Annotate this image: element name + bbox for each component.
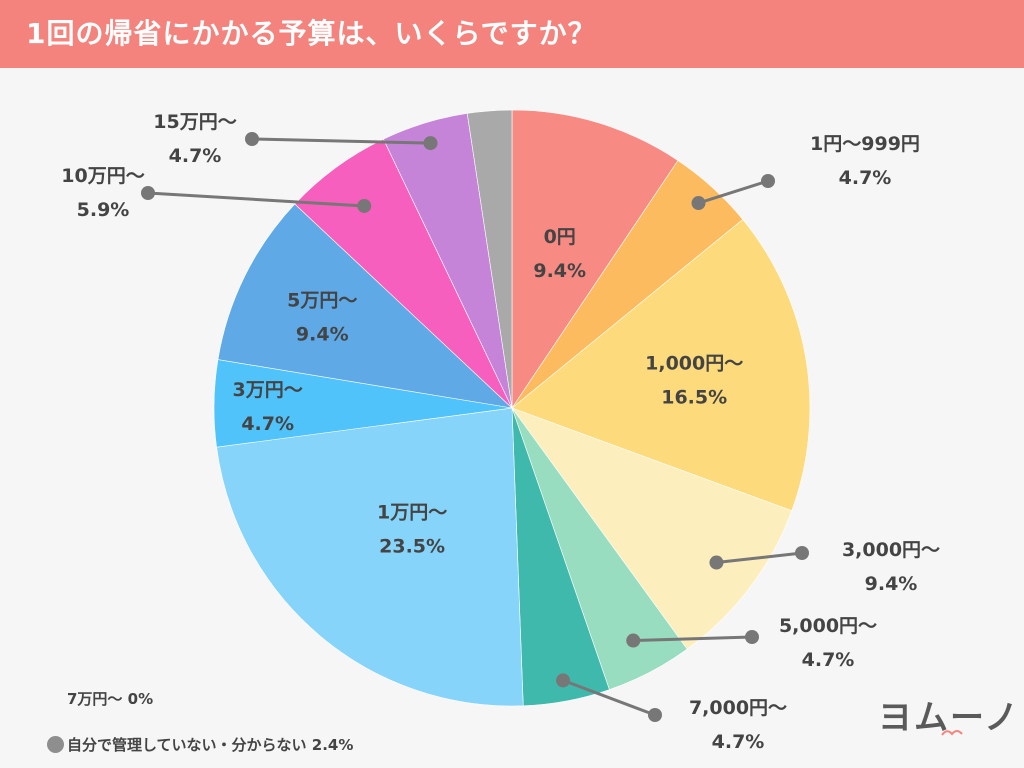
slice-5-leader-dot-inner: [556, 673, 571, 688]
page-title: 1回の帰省にかかる予算は、いくらですか？: [26, 17, 597, 50]
slice-3-wedge: [511, 407, 793, 650]
legend-dot-icon: [47, 736, 64, 753]
note-other: 自分で管理していない・分からない 2.4%: [47, 734, 353, 755]
slice-6-wedge: [216, 407, 524, 707]
slice-3-leader-dot-inner: [709, 555, 724, 570]
slice-8-wedge: [217, 203, 513, 409]
slice-5-leader-dot-outer: [648, 708, 662, 722]
slice-10-leader-line: [251, 137, 431, 145]
slice-6-category-label: 1万円〜: [377, 501, 447, 523]
note-other-label: 自分で管理していない・分からない 2.4%: [67, 736, 354, 754]
slice-10-category-label: 15万円〜: [153, 111, 236, 133]
slice-2-wedge: [511, 219, 811, 512]
slice-4-leader-line: [633, 635, 753, 643]
slice-5-leader-line: [562, 678, 656, 717]
slice-6-value-label: 23.5%: [379, 535, 445, 557]
slice-2-value-label: 16.5%: [661, 386, 727, 408]
slice-8-value-label: 9.4%: [296, 323, 349, 345]
slice-1-value-label: 4.7%: [839, 167, 892, 189]
note-7man-zero: 7万円〜 0%: [67, 690, 154, 708]
slice-10-leader-dot-inner: [423, 136, 438, 151]
slice-3-category-label: 3,000円〜: [842, 539, 940, 561]
slice-3-leader-line: [716, 551, 803, 565]
slice-4-leader-dot-outer: [745, 630, 759, 644]
slice-2-category-label: 1,000円〜: [645, 352, 743, 374]
slice-9-leader-dot-outer: [141, 186, 155, 200]
slice-4-leader-dot-inner: [626, 633, 641, 648]
slice-11-wedge: [466, 109, 513, 409]
slice-9-value-label: 5.9%: [77, 199, 130, 221]
logo-accent-icon: [941, 730, 963, 736]
slice-1-leader-line: [698, 179, 769, 205]
slice-3-value-label: 9.4%: [865, 573, 918, 595]
slice-9-category-label: 10万円〜: [61, 165, 144, 187]
slice-7-category-label: 3万円〜: [233, 379, 303, 401]
slice-5-category-label: 7,000円〜: [689, 697, 787, 719]
slice-0-wedge: [511, 109, 679, 409]
slice-1-category-label: 1円〜999円: [810, 133, 920, 155]
slice-9-leader-line: [147, 191, 365, 208]
slice-8-category-label: 5万円〜: [287, 289, 357, 311]
slice-4-value-label: 4.7%: [802, 649, 855, 671]
slice-10-leader-dot-outer: [245, 132, 259, 146]
title-bar: 1回の帰省にかかる予算は、いくらですか？: [0, 0, 1024, 68]
slice-0-value-label: 9.4%: [533, 260, 586, 282]
slice-3-leader-dot-outer: [795, 546, 809, 560]
slice-7-value-label: 4.7%: [241, 413, 294, 435]
slice-0-category-label: 0円: [544, 226, 576, 248]
slice-1-leader-dot-inner: [691, 196, 706, 211]
slice-10-value-label: 4.7%: [169, 145, 222, 167]
slice-4-category-label: 5,000円〜: [779, 615, 877, 637]
slice-1-leader-dot-outer: [761, 174, 775, 188]
slice-9-leader-dot-inner: [357, 198, 372, 213]
slice-5-value-label: 4.7%: [712, 731, 765, 753]
